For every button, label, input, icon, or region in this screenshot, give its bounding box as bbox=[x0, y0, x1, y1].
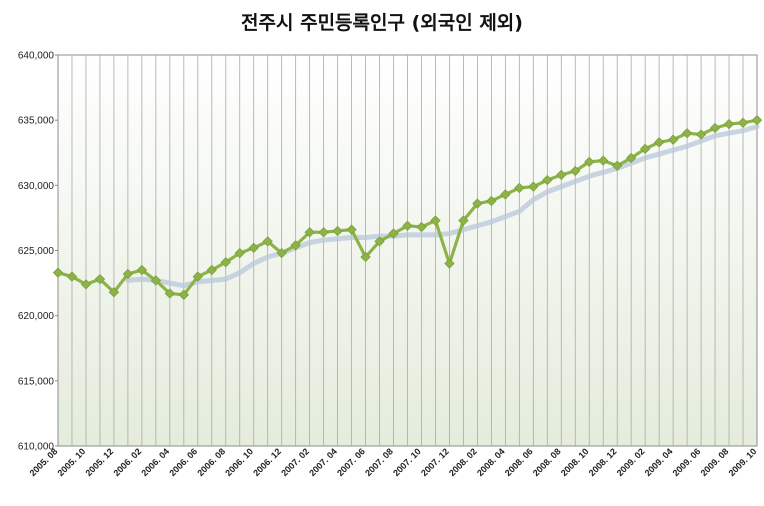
data-point-marker bbox=[667, 134, 679, 145]
data-point-marker bbox=[486, 195, 497, 207]
data-point-marker bbox=[262, 236, 273, 247]
x-tick-label: 2006. 06 bbox=[167, 446, 199, 478]
x-tick-label: 2008. 12 bbox=[587, 446, 619, 478]
data-point-marker bbox=[304, 227, 315, 238]
data-point-marker bbox=[178, 289, 189, 300]
data-point-marker bbox=[723, 118, 735, 130]
x-tick-label: 2005. 12 bbox=[83, 446, 115, 478]
y-tick-label: 615,000 bbox=[18, 376, 55, 387]
data-point-marker bbox=[360, 251, 371, 263]
x-tick-label: 2007. 02 bbox=[279, 446, 311, 478]
y-tick-label: 610,000 bbox=[18, 442, 55, 453]
x-tick-label: 2006. 08 bbox=[195, 446, 227, 478]
x-tick-label: 2008. 06 bbox=[503, 446, 535, 478]
x-tick-label: 2009. 08 bbox=[699, 446, 731, 478]
data-point-marker bbox=[639, 143, 651, 155]
data-point-marker bbox=[248, 242, 259, 254]
data-point-marker bbox=[458, 215, 469, 226]
data-point-marker bbox=[612, 160, 623, 171]
data-point-marker bbox=[626, 152, 637, 164]
data-point-marker bbox=[276, 247, 287, 259]
data-point-marker bbox=[598, 155, 609, 166]
series-line-trend bbox=[125, 124, 760, 289]
data-point-marker bbox=[52, 267, 64, 278]
data-point-marker bbox=[66, 271, 78, 282]
data-point-marker bbox=[290, 240, 301, 251]
x-tick-label: 2007. 10 bbox=[391, 446, 423, 478]
data-point-marker bbox=[192, 271, 203, 282]
data-point-marker bbox=[150, 275, 162, 286]
x-tick-label: 2007. 08 bbox=[363, 446, 395, 478]
x-tick-label: 2008. 02 bbox=[447, 446, 479, 478]
data-point-marker bbox=[514, 182, 525, 194]
x-tick-label: 2007. 12 bbox=[419, 446, 451, 478]
data-point-marker bbox=[709, 122, 721, 134]
x-tick-label: 2008. 10 bbox=[559, 446, 591, 478]
data-point-marker bbox=[164, 288, 176, 299]
data-point-marker bbox=[695, 129, 707, 140]
data-point-marker bbox=[653, 137, 665, 148]
x-tick-label: 2009. 02 bbox=[615, 446, 647, 478]
x-tick-label: 2009. 06 bbox=[671, 446, 703, 478]
data-point-marker bbox=[402, 220, 413, 231]
data-point-marker bbox=[584, 156, 595, 168]
y-tick-label: 635,000 bbox=[18, 116, 55, 127]
data-point-marker bbox=[500, 189, 511, 200]
data-point-marker bbox=[234, 247, 245, 259]
data-point-marker bbox=[94, 274, 106, 285]
data-point-marker bbox=[751, 115, 763, 126]
y-tick-label: 625,000 bbox=[18, 246, 55, 257]
data-point-marker bbox=[80, 279, 92, 290]
data-point-marker bbox=[681, 128, 693, 139]
x-tick-label: 2007. 04 bbox=[307, 446, 339, 478]
data-point-marker bbox=[374, 236, 385, 247]
y-tick-label: 630,000 bbox=[18, 181, 55, 192]
x-tick-label: 2006. 10 bbox=[223, 446, 255, 478]
x-tick-label: 2006. 02 bbox=[111, 446, 143, 478]
x-tick-label: 2008. 04 bbox=[475, 446, 507, 478]
data-point-marker bbox=[556, 169, 567, 181]
data-point-marker bbox=[737, 117, 749, 128]
data-point-marker bbox=[220, 257, 231, 268]
x-tick-label: 2009. 04 bbox=[643, 446, 675, 478]
data-point-marker bbox=[570, 165, 581, 177]
data-point-marker bbox=[136, 264, 148, 276]
x-tick-label: 2006. 04 bbox=[139, 446, 171, 478]
data-point-marker bbox=[318, 227, 329, 238]
data-point-marker bbox=[528, 181, 539, 192]
data-point-marker bbox=[416, 221, 427, 233]
data-point-marker bbox=[346, 224, 357, 235]
x-tick-label: 2006. 12 bbox=[251, 446, 283, 478]
data-point-marker bbox=[542, 174, 553, 186]
data-point-marker bbox=[108, 287, 120, 298]
data-point-marker bbox=[444, 258, 455, 269]
data-point-marker bbox=[472, 198, 483, 209]
data-point-marker bbox=[206, 264, 217, 276]
data-point-marker bbox=[388, 228, 399, 239]
chart-title: 전주시 주민등록인구 (외국인 제외) bbox=[241, 12, 523, 34]
x-tick-label: 2007. 06 bbox=[335, 446, 367, 478]
y-tick-label: 640,000 bbox=[18, 51, 55, 62]
data-point-marker bbox=[332, 225, 343, 237]
x-tick-label: 2005. 10 bbox=[56, 446, 88, 478]
x-tick-label: 2008. 08 bbox=[531, 446, 563, 478]
x-tick-label: 2009. 10 bbox=[727, 446, 759, 478]
y-tick-label: 620,000 bbox=[18, 311, 55, 322]
data-point-marker bbox=[430, 215, 441, 226]
data-point-marker bbox=[122, 268, 134, 280]
